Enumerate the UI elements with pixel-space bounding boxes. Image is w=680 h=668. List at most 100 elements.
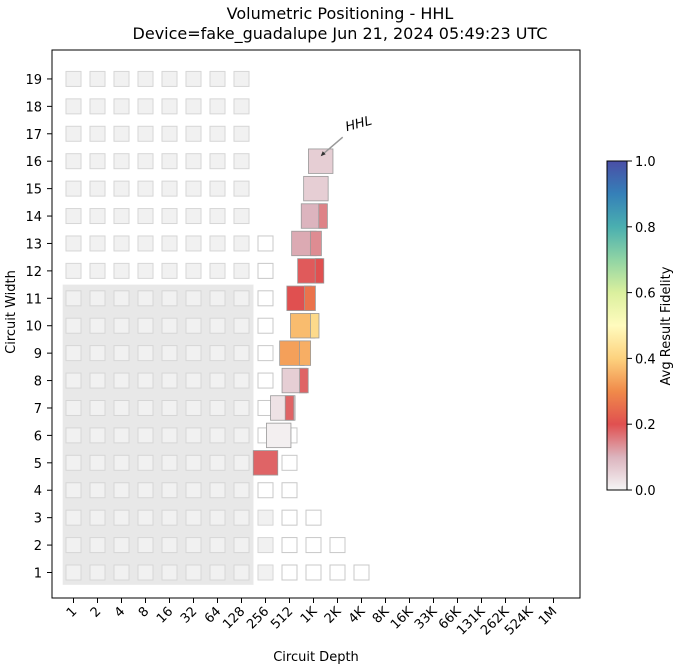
grid-cell <box>161 208 178 225</box>
y-tick-label: 3 <box>34 512 42 527</box>
grid-cell <box>185 317 202 334</box>
grid-cell <box>209 399 226 416</box>
grid-cell <box>233 564 250 581</box>
grid-cell <box>161 372 178 389</box>
y-tick-label: 6 <box>34 429 42 444</box>
grid-cell <box>65 454 82 471</box>
grid-cell <box>281 564 298 581</box>
grid-cell <box>137 509 154 526</box>
grid-cell <box>113 70 130 87</box>
grid-cell <box>89 427 106 444</box>
grid-cell <box>233 454 250 471</box>
grid-cell <box>209 153 226 170</box>
grid-cell <box>209 345 226 362</box>
y-tick-label: 8 <box>34 375 42 390</box>
grid-cell <box>113 372 130 389</box>
grid-cell <box>305 564 322 581</box>
grid-cell <box>65 70 82 87</box>
grid-cell <box>233 482 250 499</box>
grid-cell <box>185 235 202 252</box>
grid-cell <box>137 290 154 307</box>
x-tick-label: 4 <box>112 604 128 620</box>
grid-cell <box>161 427 178 444</box>
grid-cell <box>65 427 82 444</box>
grid-cell <box>209 317 226 334</box>
grid-cell <box>161 345 178 362</box>
grid-cell <box>113 290 130 307</box>
grid-cell <box>89 399 106 416</box>
grid-cell <box>161 70 178 87</box>
grid-cell <box>89 125 106 142</box>
grid-cell <box>209 537 226 554</box>
data-point <box>284 395 295 421</box>
data-point <box>303 175 329 202</box>
grid-cell <box>161 125 178 142</box>
grid-cell <box>185 509 202 526</box>
grid-cell <box>161 235 178 252</box>
x-tick-label: 4K <box>346 604 369 627</box>
grid-cell <box>257 509 274 526</box>
data-point <box>299 367 309 394</box>
grid-cell <box>209 564 226 581</box>
grid-cell <box>209 235 226 252</box>
y-tick-label: 7 <box>34 402 42 417</box>
data-point <box>318 203 328 229</box>
y-tick-label: 17 <box>25 128 42 143</box>
grid-cell <box>257 372 274 389</box>
colorbar-tick-label: 0.6 <box>635 287 656 302</box>
grid-cell <box>209 125 226 142</box>
grid-cell <box>257 290 274 307</box>
grid-cell <box>113 399 130 416</box>
grid-cell <box>65 208 82 225</box>
x-tick-label: 2K <box>322 604 345 627</box>
plot-area <box>62 70 370 585</box>
grid-cell <box>65 98 82 115</box>
grid-cell <box>137 564 154 581</box>
annotation-arrow <box>321 136 344 156</box>
y-tick-label: 13 <box>25 237 42 252</box>
grid-cell <box>233 372 250 389</box>
grid-cell <box>113 153 130 170</box>
grid-cell <box>137 399 154 416</box>
grid-cell <box>233 153 250 170</box>
grid-cell <box>185 180 202 197</box>
grid-cell <box>185 482 202 499</box>
grid-cell <box>233 399 250 416</box>
grid-cell <box>161 262 178 279</box>
grid-cell <box>137 208 154 225</box>
plot-frame <box>51 49 581 599</box>
grid-cell <box>185 399 202 416</box>
hhl-annotation: HHL <box>320 114 374 157</box>
grid-cell <box>89 372 106 389</box>
grid-cell <box>233 180 250 197</box>
grid-cell <box>65 372 82 389</box>
grid-cell <box>161 153 178 170</box>
y-tick-label: 2 <box>34 539 42 554</box>
grid-cell <box>185 290 202 307</box>
grid-cell <box>89 509 106 526</box>
grid-cell <box>305 509 322 526</box>
y-tick-label: 10 <box>25 320 42 335</box>
grid-cell <box>137 125 154 142</box>
y-tick-label: 4 <box>34 484 42 499</box>
data-point <box>314 258 325 284</box>
colorbar-tick-label: 0.2 <box>635 418 656 433</box>
data-point <box>299 340 312 366</box>
y-tick-label: 5 <box>34 457 42 472</box>
grid-cell <box>137 153 154 170</box>
grid-cell <box>233 509 250 526</box>
data-point <box>308 148 334 174</box>
grid-cell <box>257 482 274 499</box>
grid-cell <box>113 482 130 499</box>
x-tick-label: 524K <box>502 604 537 639</box>
grid-cell <box>185 98 202 115</box>
x-tick-label: 1 <box>64 604 80 620</box>
y-tick-label: 15 <box>25 183 42 198</box>
y-tick-label: 16 <box>25 155 42 170</box>
grid-cell <box>89 317 106 334</box>
grid-cell <box>65 399 82 416</box>
grid-cell <box>185 208 202 225</box>
grid-cell <box>137 70 154 87</box>
grid-cell <box>113 427 130 444</box>
